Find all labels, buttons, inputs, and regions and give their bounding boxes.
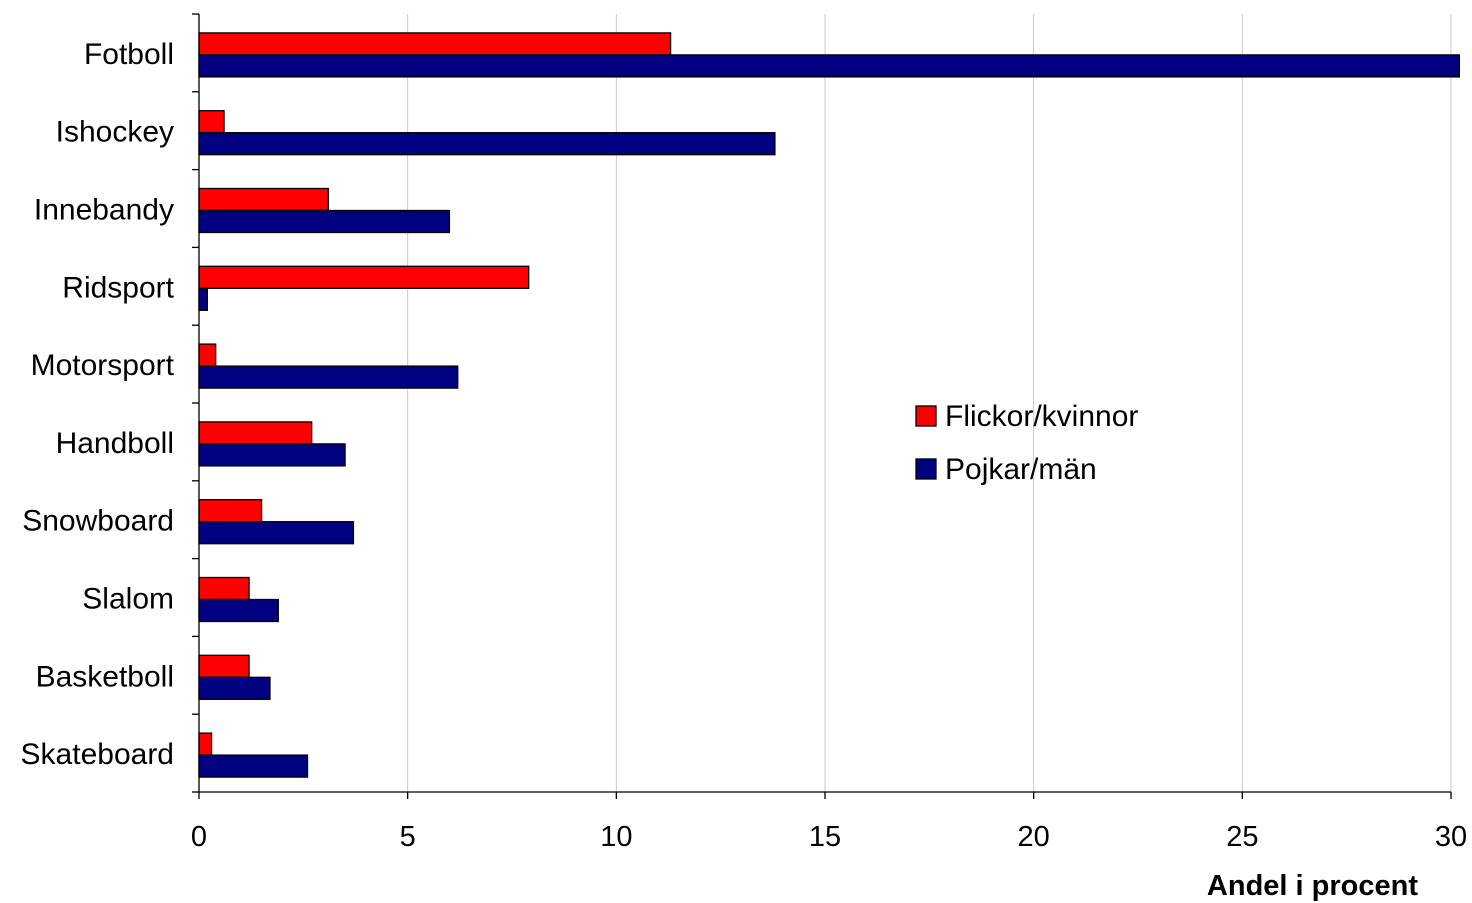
bar-flickor-handboll <box>198 421 313 445</box>
bar-pojkar-innebandy <box>198 209 451 234</box>
bar-pojkar-basketboll <box>198 676 271 700</box>
category-label-ridsport: Ridsport <box>62 271 174 304</box>
category-label-fotboll: Fotboll <box>84 38 174 71</box>
category-label-motorsport: Motorsport <box>31 349 175 382</box>
category-label-snowboard: Snowboard <box>22 505 174 538</box>
bar-flickor-innebandy <box>198 187 330 212</box>
bar-flickor-slalom <box>198 576 250 601</box>
gridlines <box>407 14 1452 792</box>
bar-pojkar-handboll <box>198 443 346 467</box>
x-tick-label: 25 <box>1226 821 1258 853</box>
bar-pojkar-slalom <box>198 598 279 623</box>
x-tick-label: 10 <box>600 821 632 853</box>
bar-flickor-ishockey <box>198 110 225 134</box>
bar-pojkar-snowboard <box>198 521 355 545</box>
x-tick-labels: 0 5 10 15 20 25 30 <box>191 821 1467 853</box>
bar-pojkar-fotboll <box>198 54 1460 78</box>
bars <box>198 32 1460 778</box>
legend-swatch-flickor <box>915 405 937 427</box>
bar-flickor-skateboard <box>198 732 213 756</box>
bar-flickor-motorsport <box>198 343 217 367</box>
x-tick-label: 30 <box>1435 821 1467 853</box>
x-tick-label: 5 <box>400 821 416 853</box>
bar-pojkar-ishockey <box>198 132 776 156</box>
category-label-handboll: Handboll <box>56 427 174 460</box>
axes <box>192 13 1452 799</box>
x-tick-label: 15 <box>809 821 841 853</box>
bar-flickor-ridsport <box>198 265 530 289</box>
category-label-ishockey: Ishockey <box>56 116 174 149</box>
legend-label-pojkar: Pojkar/män <box>945 453 1097 486</box>
bar-flickor-fotboll <box>198 32 672 56</box>
bar-pojkar-skateboard <box>198 754 309 778</box>
category-label-skateboard: Skateboard <box>21 738 174 771</box>
x-tick-label: 20 <box>1018 821 1050 853</box>
category-labels: Fotboll Ishockey Innebandy Ridsport Motorspo… <box>21 38 175 771</box>
legend: Flickor/kvinnor Pojkar/män <box>915 400 1138 486</box>
category-label-innebandy: Innebandy <box>34 194 174 227</box>
bar-pojkar-motorsport <box>198 365 459 389</box>
legend-swatch-pojkar <box>915 458 937 480</box>
category-label-slalom: Slalom <box>82 583 174 616</box>
bar-pojkar-ridsport <box>198 287 208 311</box>
legend-label-flickor: Flickor/kvinnor <box>945 400 1138 433</box>
bar-flickor-snowboard <box>198 499 263 523</box>
bar-flickor-basketboll <box>198 654 250 678</box>
category-label-basketboll: Basketboll <box>36 660 174 693</box>
x-tick-label: 0 <box>191 821 207 853</box>
x-axis-title: Andel i procent <box>1207 870 1418 902</box>
